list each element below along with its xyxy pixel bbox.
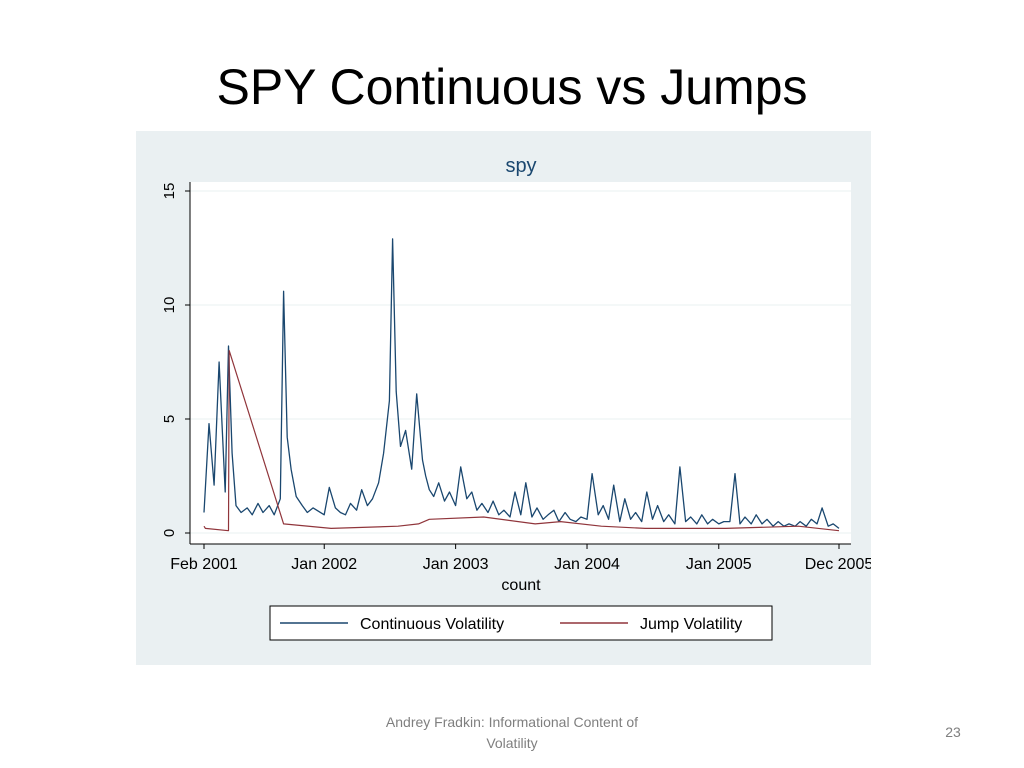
series-lines — [203, 238, 840, 532]
chart-svg: spy 0 5 10 15 Feb 2001 Jan 2002 Jan 2003 Jan 2… — [161, 155, 871, 641]
y-tick-label: 15 — [161, 183, 178, 200]
chart-title: spy — [505, 155, 536, 177]
y-ticks: 0 5 10 15 — [161, 183, 190, 537]
legend-label-jump: Jump Volatility — [640, 616, 742, 633]
legend-label-continuous: Continuous Volatility — [360, 616, 504, 633]
x-tick-label: Jan 2003 — [423, 556, 489, 573]
grid-lines — [190, 190, 851, 534]
continuous-volatility-line — [203, 238, 840, 529]
x-axis-label: count — [501, 577, 541, 594]
chart-panel: spy 0 5 10 15 Feb 2001 Jan 2002 Jan 2003 Jan 2… — [136, 131, 871, 665]
x-tick-label: Feb 2001 — [170, 556, 238, 573]
y-tick-label: 0 — [161, 529, 178, 537]
x-tick-label: Jan 2005 — [686, 556, 752, 573]
y-tick-label: 10 — [161, 297, 178, 314]
page-number: 23 — [945, 724, 961, 740]
plot-area — [190, 182, 851, 544]
x-tick-label: Dec 2005 — [805, 556, 871, 573]
x-tick-label: Jan 2002 — [291, 556, 357, 573]
legend-box — [269, 605, 773, 641]
y-tick-label: 5 — [161, 415, 178, 423]
jump-volatility-line — [203, 350, 840, 532]
slide-title: SPY Continuous vs Jumps — [216, 59, 808, 115]
x-ticks: Feb 2001 Jan 2002 Jan 2003 Jan 2004 Jan 2005… — [170, 544, 871, 573]
legend: Continuous Volatility Jump Volatility — [269, 605, 773, 641]
x-tick-label: Jan 2004 — [554, 556, 620, 573]
footer-text: Andrey Fradkin: Informational Content of… — [385, 714, 639, 751]
